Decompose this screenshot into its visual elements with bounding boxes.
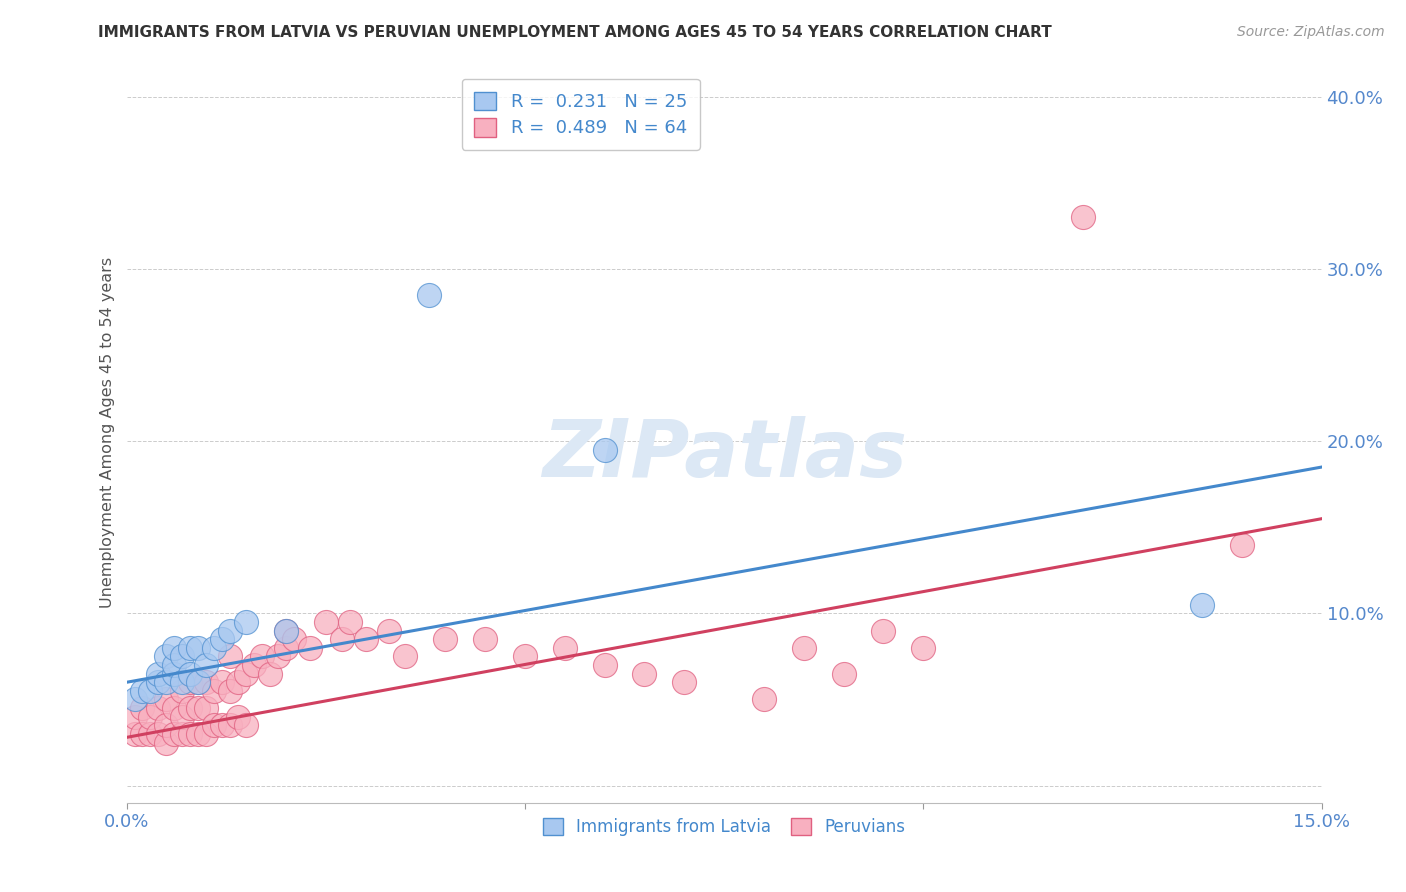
Point	[187, 701, 209, 715]
Point	[1071, 211, 1094, 225]
Point	[593, 442, 616, 457]
Point	[1191, 598, 1213, 612]
Point	[274, 640, 297, 655]
Point	[211, 632, 233, 647]
Point	[633, 666, 655, 681]
Point	[219, 718, 242, 732]
Point	[394, 649, 416, 664]
Point	[298, 640, 321, 655]
Point	[124, 727, 146, 741]
Point	[155, 649, 177, 664]
Point	[148, 701, 170, 715]
Point	[187, 675, 209, 690]
Point	[593, 658, 616, 673]
Point	[172, 684, 194, 698]
Point	[163, 658, 186, 673]
Point	[434, 632, 457, 647]
Y-axis label: Unemployment Among Ages 45 to 54 years: Unemployment Among Ages 45 to 54 years	[100, 257, 115, 608]
Point	[139, 709, 162, 723]
Point	[172, 709, 194, 723]
Point	[259, 666, 281, 681]
Point	[235, 718, 257, 732]
Point	[148, 666, 170, 681]
Point	[793, 640, 815, 655]
Point	[283, 632, 305, 647]
Text: IMMIGRANTS FROM LATVIA VS PERUVIAN UNEMPLOYMENT AMONG AGES 45 TO 54 YEARS CORREL: IMMIGRANTS FROM LATVIA VS PERUVIAN UNEMP…	[98, 25, 1052, 40]
Point	[202, 640, 225, 655]
Point	[243, 658, 266, 673]
Point	[195, 727, 218, 741]
Point	[179, 727, 201, 741]
Point	[124, 692, 146, 706]
Point	[339, 615, 361, 629]
Point	[179, 701, 201, 715]
Point	[179, 675, 201, 690]
Point	[163, 701, 186, 715]
Point	[179, 666, 201, 681]
Point	[673, 675, 696, 690]
Point	[139, 684, 162, 698]
Point	[219, 649, 242, 664]
Point	[131, 727, 153, 741]
Point	[172, 727, 194, 741]
Point	[139, 727, 162, 741]
Point	[211, 718, 233, 732]
Point	[155, 675, 177, 690]
Point	[226, 675, 249, 690]
Point	[912, 640, 935, 655]
Point	[148, 675, 170, 690]
Point	[172, 675, 194, 690]
Text: Source: ZipAtlas.com: Source: ZipAtlas.com	[1237, 25, 1385, 39]
Point	[172, 649, 194, 664]
Point	[155, 718, 177, 732]
Point	[155, 735, 177, 749]
Point	[163, 640, 186, 655]
Text: ZIPatlas: ZIPatlas	[541, 416, 907, 494]
Point	[418, 288, 440, 302]
Point	[752, 692, 775, 706]
Point	[474, 632, 496, 647]
Point	[202, 718, 225, 732]
Point	[330, 632, 353, 647]
Point	[513, 649, 536, 664]
Point	[235, 666, 257, 681]
Point	[148, 727, 170, 741]
Point	[179, 640, 201, 655]
Point	[235, 615, 257, 629]
Point	[250, 649, 273, 664]
Point	[131, 684, 153, 698]
Point	[872, 624, 894, 638]
Point	[1230, 537, 1253, 551]
Point	[211, 675, 233, 690]
Point	[163, 727, 186, 741]
Point	[226, 709, 249, 723]
Legend: Immigrants from Latvia, Peruvians: Immigrants from Latvia, Peruvians	[536, 811, 912, 843]
Point	[274, 624, 297, 638]
Point	[163, 666, 186, 681]
Point	[155, 692, 177, 706]
Point	[187, 640, 209, 655]
Point	[124, 709, 146, 723]
Point	[832, 666, 855, 681]
Point	[274, 624, 297, 638]
Point	[195, 701, 218, 715]
Point	[187, 675, 209, 690]
Point	[219, 684, 242, 698]
Point	[315, 615, 337, 629]
Point	[202, 684, 225, 698]
Point	[354, 632, 377, 647]
Point	[554, 640, 576, 655]
Point	[378, 624, 401, 638]
Point	[187, 727, 209, 741]
Point	[195, 658, 218, 673]
Point	[195, 675, 218, 690]
Point	[131, 701, 153, 715]
Point	[219, 624, 242, 638]
Point	[267, 649, 290, 664]
